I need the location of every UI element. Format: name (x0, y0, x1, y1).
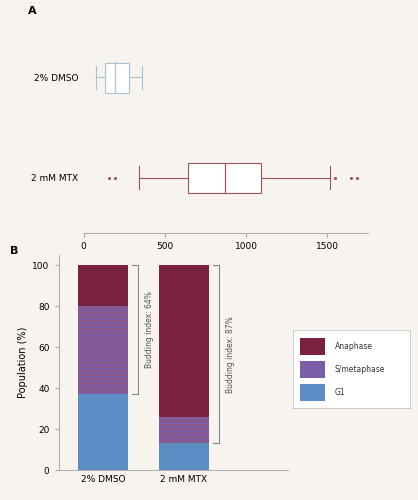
Text: B: B (10, 246, 19, 256)
Text: Anaphase: Anaphase (335, 342, 373, 351)
Text: S/metaphase: S/metaphase (335, 365, 385, 374)
Bar (78, 306, 128, 394)
Bar (158, 417, 209, 444)
Bar (188, 162, 261, 192)
Bar (158, 444, 209, 470)
Bar (158, 265, 209, 417)
Text: Budding index: 87%: Budding index: 87% (226, 316, 235, 392)
Bar (300, 361, 325, 378)
Bar (300, 338, 325, 355)
Y-axis label: Population (%): Population (%) (18, 327, 28, 398)
Bar (78, 394, 128, 470)
Text: G1: G1 (335, 388, 345, 398)
Text: A: A (28, 6, 37, 16)
Bar (78, 265, 128, 306)
X-axis label: Cell volume (μm³): Cell volume (μm³) (182, 254, 270, 264)
Bar (300, 384, 325, 402)
Bar (105, 62, 129, 92)
Text: Budding index: 64%: Budding index: 64% (145, 292, 154, 368)
